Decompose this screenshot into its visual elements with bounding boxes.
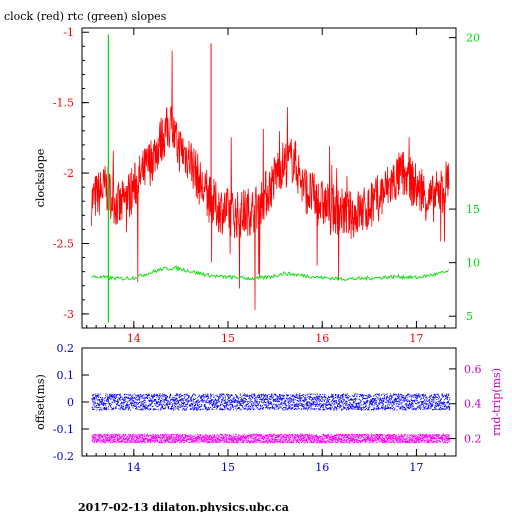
bottom-x-tick-label-1: 15: [221, 461, 235, 474]
top-chart-title: clock (red) rtc (green) slopes: [4, 10, 167, 23]
bottom-y2-axis-label: rnd-trip(ms): [490, 368, 503, 436]
bottom-y-tick-label-4: -0.2: [53, 450, 74, 463]
top-x-tick-label-2: 16: [315, 332, 329, 345]
footer-text: 2017-02-13 dilaton.physics.ubc.ca: [78, 501, 289, 512]
bottom-y-tick-label-2: 0: [67, 396, 74, 409]
bottom-y-tick-label-1: 0.1: [57, 369, 75, 382]
top-y2-tick-label-0: 5: [466, 310, 473, 323]
series-clock-line: [91, 50, 450, 311]
series-offset-points-points: [91, 393, 451, 411]
bottom-y2-tick-label-2: 0.2: [464, 433, 482, 446]
top-y-tick-label-2: -2: [63, 167, 74, 180]
top-y2-tick-label-1: 10: [466, 257, 480, 270]
top-x-tick-label-1: 15: [221, 332, 235, 345]
top-y-tick-label-4: -3: [63, 308, 74, 321]
top-plot-frame: [81, 27, 457, 329]
series-rtc-line: [91, 265, 449, 282]
top-y2-tick-label-2: 15: [466, 203, 480, 216]
bottom-plot-axes: 0.2 0.1 0 -0.1 -0.2 0.6 0.4 0.2 14 15 16 17: [53, 342, 482, 474]
top-plot-axes: -1 -1.5 -2 -2.5 -3 5 10 15 20 14 15 16 17: [53, 26, 480, 345]
series-offset-points: [91, 393, 451, 411]
top-x-tick-label-3: 17: [409, 332, 423, 345]
bottom-x-tick-label-0: 14: [127, 461, 141, 474]
top-y-axis-label: clockslope: [34, 149, 47, 207]
top-x-tick-label-0: 14: [127, 332, 141, 345]
bottom-plot-marks: [91, 393, 451, 444]
top-plot-marks: [91, 34, 450, 323]
bottom-y2-tick-label-1: 0.4: [464, 398, 482, 411]
bottom-x-tick-label-3: 17: [409, 461, 423, 474]
top-y2-tick-label-3: 20: [466, 32, 480, 45]
bottom-y-tick-label-0: 0.2: [57, 342, 75, 355]
bottom-x-tick-label-2: 16: [315, 461, 329, 474]
bottom-y-tick-label-3: -0.1: [53, 423, 74, 436]
top-y-tick-label-0: -1: [63, 26, 74, 39]
top-y-tick-label-1: -1.5: [53, 97, 74, 110]
series-rndtrip-points-points: [91, 433, 451, 444]
bottom-y-axis-label: offset(ms): [34, 374, 47, 430]
bottom-y2-tick-label-0: 0.6: [464, 363, 482, 376]
series-rndtrip-points: [91, 433, 451, 444]
top-y-tick-label-3: -2.5: [53, 237, 74, 250]
